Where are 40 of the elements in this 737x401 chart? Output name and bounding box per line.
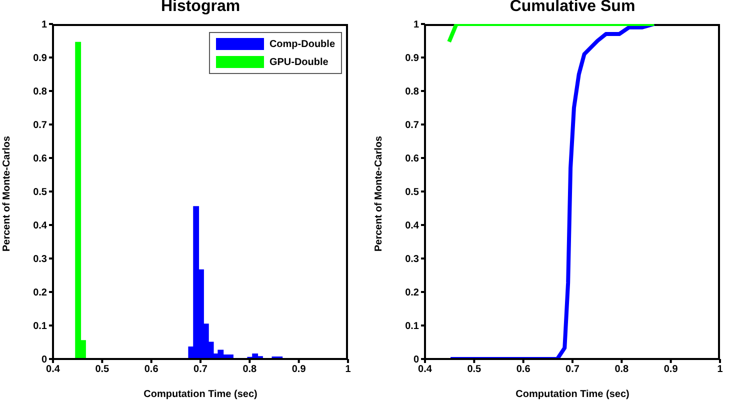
legend-label: GPU-Double — [269, 56, 328, 68]
y-axis-title: Percent of Monte-Carlos — [374, 135, 385, 252]
x-tick-label: 1 — [345, 364, 352, 376]
x-tick-label: 0.9 — [664, 364, 678, 376]
x-tick-label: 0.7 — [566, 364, 580, 376]
x-tick-label: 0.8 — [242, 364, 258, 376]
x-tick-label: 0.9 — [292, 364, 306, 376]
y-tick-label: 0.8 — [33, 86, 48, 98]
y-tick-label: 0.1 — [405, 321, 420, 332]
y-tick-label: 0.4 — [405, 220, 420, 232]
x-axis-title: Computation Time (sec) — [516, 389, 630, 400]
x-tick-label: 0.6 — [516, 364, 531, 376]
x-tick-label: 0.5 — [467, 364, 482, 376]
y-tick-label: 0.2 — [33, 288, 48, 299]
y-tick-label: 0.1 — [33, 321, 48, 332]
y-axis-title: Percent of Monte-Carlos — [2, 135, 13, 252]
y-tick-label: 0.3 — [405, 254, 420, 266]
y-tick-label: 0.4 — [33, 220, 48, 232]
x-tick-label: 0.6 — [144, 364, 159, 376]
y-tick-label: 0.7 — [405, 120, 420, 132]
y-tick-label: 0.7 — [33, 120, 48, 132]
y-tick-label: 0.8 — [405, 86, 420, 98]
x-tick-label: 0.7 — [194, 364, 208, 376]
y-tick-label: 0.5 — [405, 187, 420, 198]
y-tick-label: 0.6 — [33, 154, 48, 165]
y-tick-label: 0 — [41, 354, 48, 366]
y-tick-label: 0 — [413, 354, 420, 366]
y-tick-label: 0.9 — [33, 53, 48, 64]
y-tick-label: 1 — [413, 20, 420, 31]
y-tick-label: 0.3 — [33, 254, 48, 266]
y-tick-label: 0.2 — [405, 288, 420, 299]
x-tick-label: 0.5 — [95, 364, 110, 376]
y-tick-label: 0.5 — [33, 187, 48, 198]
legend-label: Comp-Double — [269, 38, 335, 50]
x-axis-title: Computation Time (sec) — [144, 389, 258, 400]
y-tick-label: 0.9 — [405, 53, 420, 64]
x-tick-label: 0.8 — [614, 364, 630, 376]
y-tick-label: 0.6 — [405, 154, 420, 165]
x-tick-label: 1 — [717, 364, 724, 376]
y-tick-label: 1 — [41, 20, 48, 31]
